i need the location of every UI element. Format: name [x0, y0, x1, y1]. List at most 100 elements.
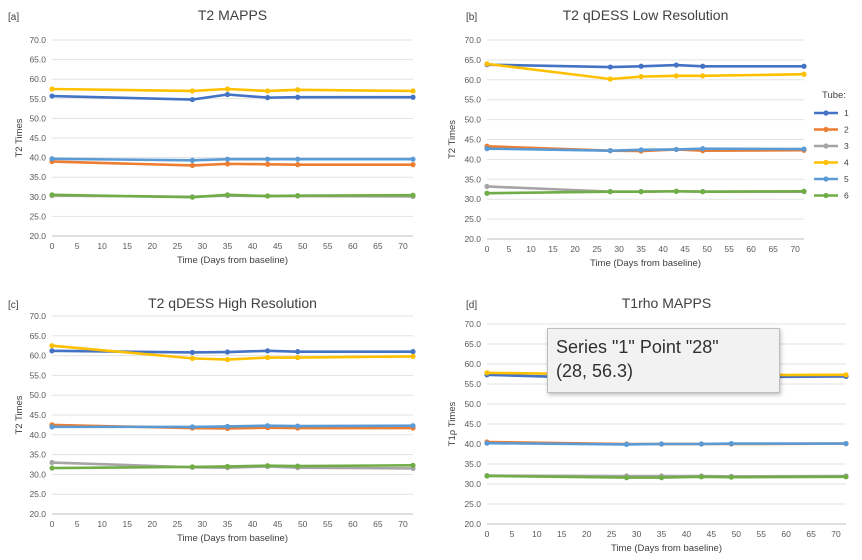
x-tick-label: 30	[632, 529, 642, 539]
x-tick-label: 45	[273, 241, 283, 251]
y-axis-label: T2 Times	[14, 395, 25, 434]
data-point-6	[49, 192, 55, 198]
y-tick-label: 70.0	[29, 311, 46, 321]
x-tick-label: 50	[702, 244, 712, 254]
x-tick-label: 55	[757, 529, 767, 539]
x-axis-label: Time (Days from baseline)	[177, 533, 288, 544]
y-tick-label: 55.0	[464, 379, 481, 389]
data-point-4	[410, 88, 416, 94]
data-point-6	[484, 473, 490, 479]
y-axis-label: T2 Times	[447, 120, 458, 159]
data-point-5	[295, 423, 301, 429]
data-point-5	[224, 156, 231, 162]
legend-marker-2	[823, 126, 829, 133]
data-point-1	[49, 348, 55, 354]
x-tick-label: 10	[97, 241, 107, 251]
legend-marker-5	[823, 176, 829, 182]
legend-marker-1	[823, 110, 829, 116]
data-point-5	[658, 441, 665, 447]
y-tick-label: 50.0	[464, 115, 481, 125]
data-point-6	[410, 462, 416, 468]
data-point-6	[295, 463, 301, 469]
x-tick-label: 55	[323, 241, 333, 251]
y-tick-label: 50.0	[29, 390, 46, 400]
data-point-4	[264, 354, 271, 361]
data-point-1	[295, 94, 301, 100]
data-point-1	[410, 349, 416, 355]
y-tick-label: 60.0	[29, 74, 46, 84]
series-line-4	[51, 87, 414, 93]
data-point-1	[224, 349, 231, 355]
y-tick-label: 20.0	[29, 509, 46, 519]
series-line-5	[486, 441, 846, 446]
chart-title: T2 qDESS Low Resolution	[563, 7, 729, 23]
y-tick-label: 45.0	[464, 419, 481, 429]
data-point-6	[224, 192, 231, 198]
x-tick-label: 55	[323, 519, 333, 529]
data-point-5	[728, 441, 734, 447]
legend-title: Tube:	[822, 90, 846, 101]
data-point-5	[264, 156, 271, 162]
legend-label: 5	[844, 174, 849, 184]
data-point-5	[801, 146, 807, 152]
y-tick-label: 70.0	[29, 35, 46, 45]
panel-tag: [d]	[466, 300, 477, 311]
series-line-1	[51, 349, 413, 354]
x-tick-label: 30	[198, 241, 208, 251]
x-tick-label: 20	[570, 244, 580, 254]
series-line-1	[51, 93, 413, 101]
data-point-5	[484, 440, 490, 446]
data-point-5	[189, 157, 195, 163]
series-line-4	[51, 344, 414, 361]
data-point-6	[189, 464, 195, 470]
x-tick-label: 10	[526, 244, 536, 254]
x-tick-label: 65	[373, 241, 383, 251]
data-point-6	[638, 189, 644, 195]
y-tick-label: 45.0	[29, 133, 46, 143]
y-tick-label: 65.0	[464, 339, 481, 349]
x-tick-label: 5	[75, 519, 80, 529]
data-point-5	[224, 423, 231, 430]
data-point-3	[49, 459, 55, 466]
x-tick-label: 15	[548, 244, 558, 254]
y-tick-label: 70.0	[464, 35, 481, 45]
x-tick-label: 0	[50, 241, 55, 251]
panel-tag: [a]	[8, 12, 19, 23]
x-tick-label: 15	[122, 519, 132, 529]
y-tick-label: 70.0	[464, 319, 481, 329]
x-tick-label: 65	[806, 529, 816, 539]
tooltip-series-label: Series "1" Point "28"	[556, 337, 719, 357]
series-line-6	[51, 193, 414, 199]
y-tick-label: 45.0	[29, 410, 46, 420]
legend-label: 3	[844, 141, 849, 151]
legend-label: 4	[844, 158, 849, 168]
y-tick-label: 30.0	[464, 194, 481, 204]
y-tick-label: 50.0	[464, 399, 481, 409]
data-point-5	[700, 146, 706, 152]
y-tick-label: 35.0	[29, 450, 46, 460]
data-point-6	[410, 192, 416, 198]
data-point-6	[698, 474, 705, 480]
legend-marker-3	[823, 143, 829, 149]
x-tick-label: 45	[707, 529, 717, 539]
x-tick-label: 70	[398, 519, 408, 529]
y-tick-label: 20.0	[464, 234, 481, 244]
data-point-6	[624, 475, 630, 481]
data-point-5	[49, 156, 55, 162]
data-point-4	[224, 86, 231, 92]
x-tick-label: 50	[298, 241, 308, 251]
data-point-6	[49, 465, 55, 471]
y-axis-label: T1ρ Times	[447, 401, 458, 446]
y-tick-label: 20.0	[464, 519, 481, 529]
data-point-6	[607, 189, 613, 195]
y-tick-label: 40.0	[464, 154, 481, 164]
x-tick-label: 60	[746, 244, 756, 254]
x-axis-label: Time (Days from baseline)	[611, 543, 722, 554]
y-tick-label: 55.0	[464, 95, 481, 105]
legend-label: 1	[844, 108, 849, 118]
panel-tag: [b]	[466, 12, 477, 23]
x-tick-label: 5	[510, 529, 515, 539]
data-point-2	[410, 162, 416, 168]
data-point-6	[224, 463, 231, 470]
